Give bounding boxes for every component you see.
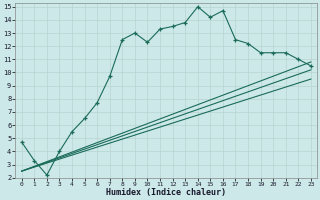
X-axis label: Humidex (Indice chaleur): Humidex (Indice chaleur) [106,188,226,197]
